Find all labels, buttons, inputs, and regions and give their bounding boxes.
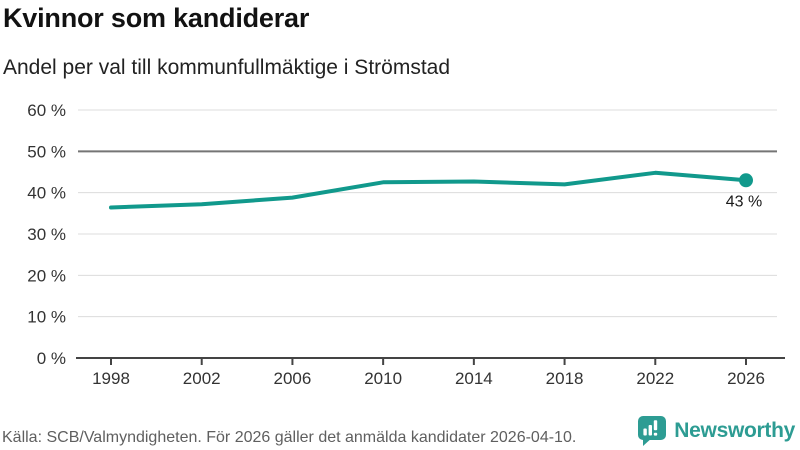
x-axis-tick-label: 2026 <box>727 369 765 388</box>
x-axis-tick-label: 1998 <box>92 369 130 388</box>
y-axis-tick-label: 60 % <box>27 101 66 120</box>
x-axis-tick-label: 2002 <box>183 369 221 388</box>
chart-subtitle: Andel per val till kommunfullmäktige i S… <box>3 56 451 79</box>
newsworthy-icon <box>638 416 667 446</box>
data-line <box>109 170 748 210</box>
brand-name: Newsworthy <box>674 419 795 442</box>
x-axis-tick-label: 2018 <box>546 369 584 388</box>
x-axis-tick-label: 2010 <box>364 369 402 388</box>
last-point-label: 43 % <box>726 193 762 210</box>
last-point-marker <box>739 173 753 188</box>
x-axis-tick-label: 2022 <box>636 369 674 388</box>
y-axis-tick-label: 40 % <box>27 184 66 203</box>
y-axis-tick-label: 10 % <box>27 308 66 327</box>
x-axis-tick-label: 2014 <box>455 369 493 388</box>
x-axis-tick-label: 2006 <box>274 369 312 388</box>
y-axis-tick-label: 30 % <box>27 225 66 244</box>
chart-title: Kvinnor som kandiderar <box>3 3 310 33</box>
y-axis-tick-label: 20 % <box>27 266 66 285</box>
newsworthy-logo: Newsworthy <box>637 415 795 447</box>
y-axis-tick-label: 50 % <box>27 142 66 161</box>
y-axis-tick-label: 0 % <box>37 349 66 368</box>
source-note: Källa: SCB/Valmyndigheten. För 2026 gäll… <box>2 429 577 446</box>
